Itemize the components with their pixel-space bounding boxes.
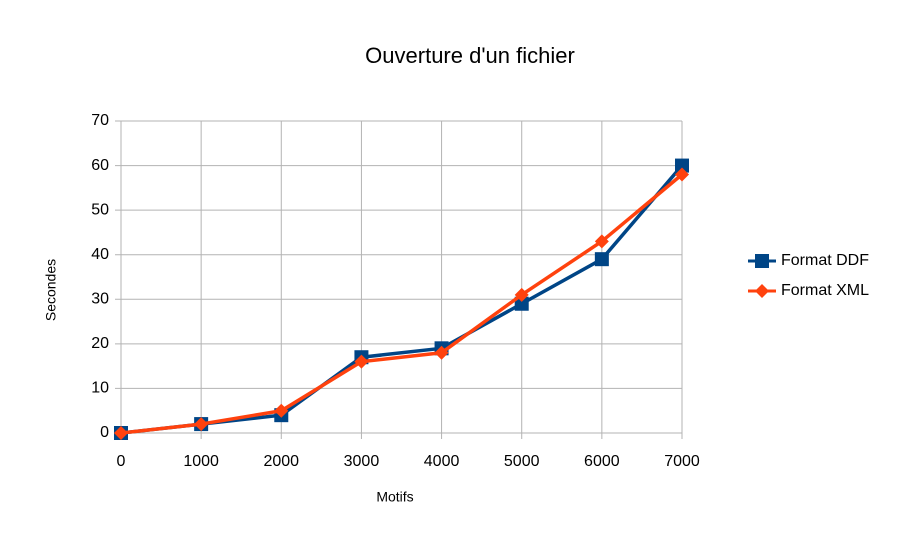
data-point — [594, 234, 609, 249]
y-tick-label: 30 — [91, 291, 109, 308]
data-point — [514, 287, 529, 302]
legend-label: Format DDF — [781, 252, 869, 269]
x-tick-label: 2000 — [263, 453, 299, 470]
x-tick-label: 0 — [117, 453, 126, 470]
data-point — [594, 252, 609, 267]
y-tick-label: 70 — [91, 112, 109, 129]
x-tick-label: 3000 — [344, 453, 380, 470]
data-point — [675, 167, 689, 182]
x-tick-label: 7000 — [664, 453, 700, 470]
y-tick-label: 20 — [91, 335, 109, 352]
x-tick-label: 6000 — [584, 453, 620, 470]
data-point — [675, 158, 689, 173]
y-axis-label: Secondes — [43, 259, 59, 321]
y-tick-label: 0 — [100, 424, 109, 441]
data-point — [274, 403, 289, 418]
data-point — [354, 354, 369, 369]
data-point — [194, 417, 209, 432]
data-point — [434, 345, 449, 360]
data-point — [514, 296, 529, 311]
legend-marker — [755, 254, 769, 268]
legend-marker — [755, 284, 769, 298]
series-line — [120, 173, 684, 435]
legend-label: Format XML — [781, 282, 869, 299]
y-tick-label: 60 — [91, 157, 109, 174]
y-tick-label: 10 — [91, 380, 109, 397]
x-tick-label: 1000 — [183, 453, 219, 470]
x-axis-label: Motifs — [376, 489, 413, 505]
x-tick-label: 5000 — [504, 453, 540, 470]
y-tick-label: 50 — [91, 201, 109, 218]
x-tick-label: 4000 — [424, 453, 460, 470]
data-point — [114, 426, 128, 440]
chart-title: Ouverture d'un fichier — [365, 43, 575, 68]
y-tick-label: 40 — [91, 246, 109, 263]
